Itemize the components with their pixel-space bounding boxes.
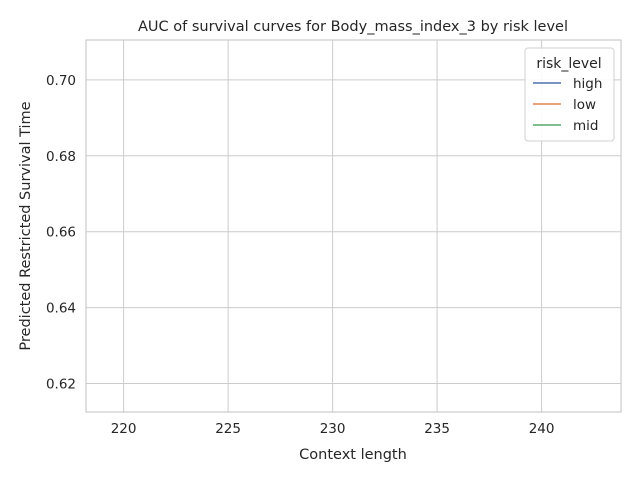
x-axis-label: Context length [299,447,407,463]
chart-title: AUC of survival curves for Body_mass_ind… [138,19,568,35]
x-tick-label: 240 [529,421,555,437]
y-tick-labels: 0.62 0.64 0.66 0.68 0.70 [46,73,76,393]
y-tick-label: 0.70 [46,73,76,89]
y-tick-label: 0.68 [46,149,76,165]
y-axis-label: Predicted Restricted Survival Time [18,101,34,350]
legend-label-mid: mid [573,118,598,134]
x-tick-label: 235 [424,421,450,437]
x-tick-labels: 220 225 230 235 240 [111,421,555,437]
plot-frame [85,39,622,413]
x-tick-label: 220 [111,421,137,437]
x-tick-label: 225 [215,421,241,437]
legend-label-high: high [573,76,602,92]
y-tick-label: 0.62 [46,377,76,393]
y-tick-label: 0.64 [46,301,76,317]
legend-label-low: low [573,97,596,113]
legend: risk_level high low mid [524,47,615,142]
y-tick-label: 0.66 [46,225,76,241]
legend-box [524,47,615,142]
legend-title: risk_level [536,56,601,72]
x-tick-label: 230 [320,421,346,437]
